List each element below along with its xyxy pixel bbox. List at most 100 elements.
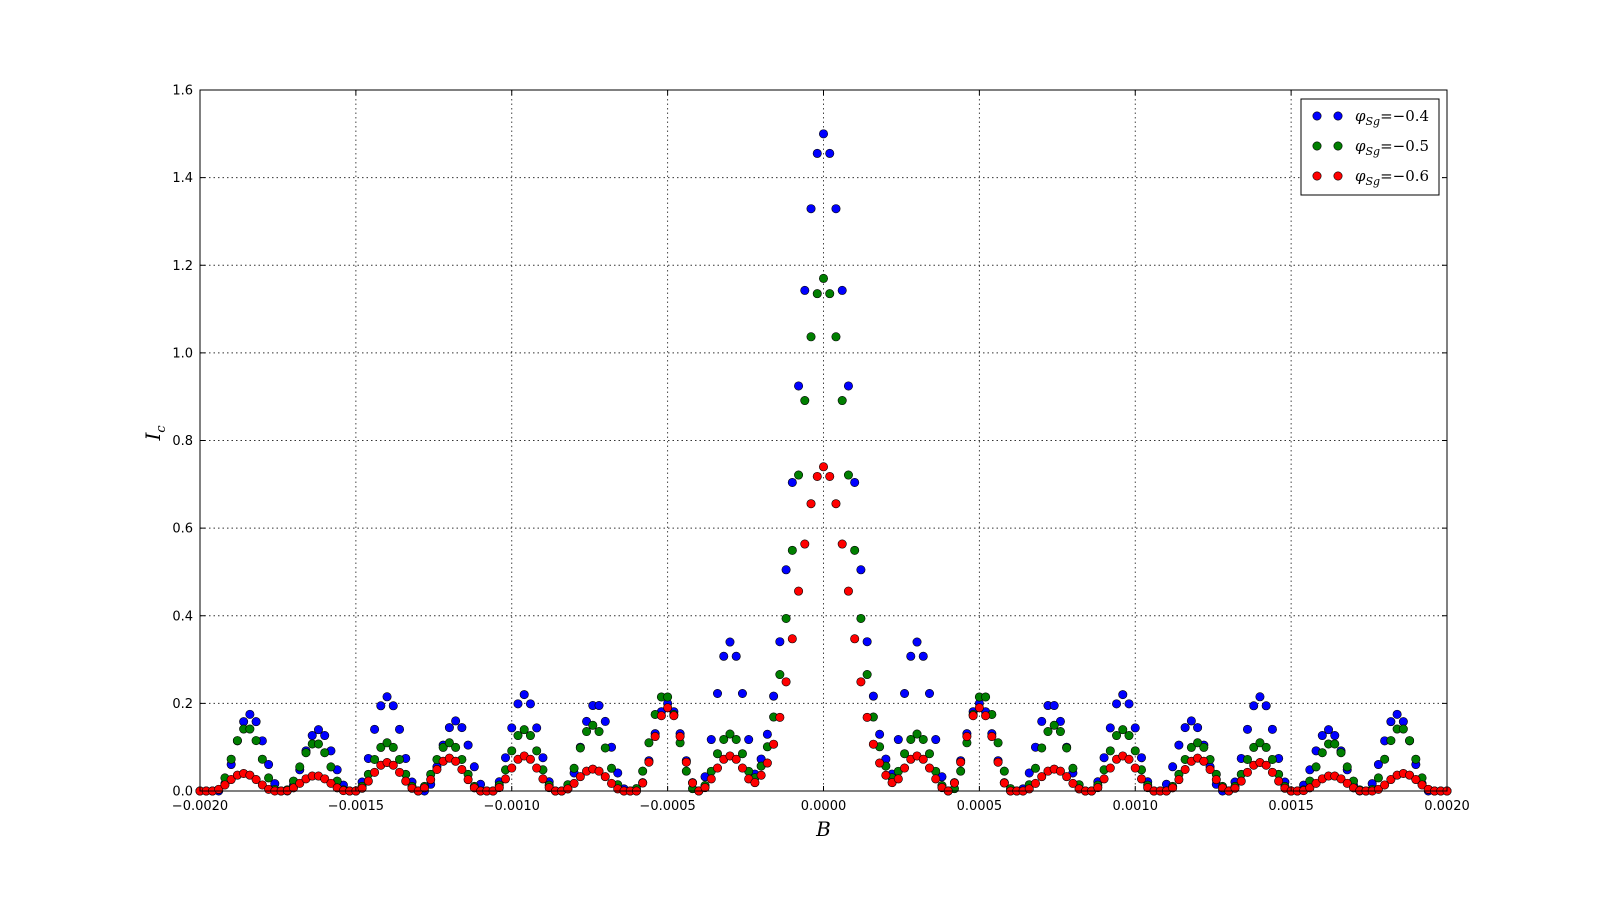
data-point xyxy=(1417,780,1427,790)
data-point xyxy=(370,754,380,764)
data-point xyxy=(1255,738,1265,748)
data-point xyxy=(1398,724,1408,734)
data-point xyxy=(1411,754,1421,764)
data-point xyxy=(507,763,517,773)
data-point xyxy=(974,703,984,713)
data-point xyxy=(538,753,548,763)
data-point xyxy=(320,774,330,784)
data-point xyxy=(675,732,685,742)
data-point xyxy=(226,754,236,764)
data-point xyxy=(1024,768,1034,778)
data-point xyxy=(519,725,529,735)
data-point xyxy=(594,766,604,776)
data-point xyxy=(1311,778,1321,788)
data-point xyxy=(856,677,866,687)
data-point xyxy=(607,778,617,788)
data-point xyxy=(363,776,373,786)
y-tick-label: 0.4 xyxy=(172,609,193,624)
data-point xyxy=(825,289,835,299)
data-point xyxy=(1043,727,1053,737)
data-point xyxy=(1317,748,1327,758)
data-point xyxy=(264,773,274,783)
data-point xyxy=(1342,778,1352,788)
data-point xyxy=(956,766,966,776)
data-point xyxy=(638,766,648,776)
data-point xyxy=(669,711,679,721)
data-point xyxy=(744,735,754,745)
data-point xyxy=(706,774,716,784)
data-point xyxy=(1261,701,1271,711)
data-point xyxy=(257,780,267,790)
data-point xyxy=(1405,736,1415,746)
data-point xyxy=(569,778,579,788)
data-point xyxy=(432,764,442,774)
data-point xyxy=(731,651,741,661)
data-point xyxy=(1186,716,1196,726)
data-point xyxy=(513,699,523,709)
data-point xyxy=(843,381,853,391)
legend-marker xyxy=(1333,171,1343,181)
data-point xyxy=(713,749,723,759)
data-point xyxy=(1062,743,1072,753)
data-point xyxy=(769,691,779,701)
data-point xyxy=(762,729,772,739)
data-point xyxy=(1037,716,1047,726)
data-point xyxy=(906,651,916,661)
data-point xyxy=(924,749,934,759)
data-point xyxy=(463,775,473,785)
data-point xyxy=(1037,772,1047,782)
y-tick-label: 1.0 xyxy=(172,346,193,361)
data-point xyxy=(1068,763,1078,773)
data-point xyxy=(382,738,392,748)
data-point xyxy=(395,754,405,764)
data-point xyxy=(1274,776,1284,786)
legend-marker xyxy=(1312,111,1322,121)
data-point xyxy=(1068,778,1078,788)
data-point xyxy=(1386,717,1396,727)
data-point xyxy=(1380,754,1390,764)
data-point xyxy=(1199,742,1209,752)
data-point xyxy=(962,732,972,742)
data-point xyxy=(419,783,429,793)
grid xyxy=(200,90,1447,791)
data-point xyxy=(1112,731,1122,741)
data-point xyxy=(376,742,386,752)
data-point xyxy=(357,783,367,793)
data-point xyxy=(501,753,511,763)
data-point xyxy=(1261,742,1271,752)
data-point xyxy=(831,499,841,509)
data-point xyxy=(837,285,847,295)
data-point xyxy=(519,690,529,700)
data-point xyxy=(1342,762,1352,772)
data-point xyxy=(245,724,255,734)
data-point xyxy=(812,148,822,158)
data-point xyxy=(1055,766,1065,776)
legend-label-sub: Sg xyxy=(1366,145,1381,158)
legend-label: φSg=−0.4 xyxy=(1355,107,1429,128)
data-point xyxy=(320,748,330,758)
data-point xyxy=(818,462,828,472)
x-tick-label: 0.0000 xyxy=(801,799,847,814)
data-point xyxy=(862,712,872,722)
data-point xyxy=(1174,775,1184,785)
data-point xyxy=(1105,763,1115,773)
data-point xyxy=(607,763,617,773)
data-point xyxy=(893,774,903,784)
data-point xyxy=(775,670,785,680)
data-point xyxy=(1392,709,1402,719)
data-point xyxy=(382,692,392,702)
data-point xyxy=(326,778,336,788)
data-point xyxy=(981,711,991,721)
legend-marker xyxy=(1333,111,1343,121)
data-point xyxy=(638,778,648,788)
data-point xyxy=(1267,724,1277,734)
data-point xyxy=(575,772,585,782)
data-point xyxy=(800,285,810,295)
data-point xyxy=(837,539,847,549)
data-point xyxy=(1099,774,1109,784)
data-point xyxy=(388,701,398,711)
data-point xyxy=(1324,725,1334,735)
data-point xyxy=(600,716,610,726)
data-point xyxy=(713,689,723,699)
